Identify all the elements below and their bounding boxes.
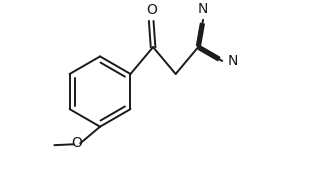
Text: N: N <box>228 54 238 68</box>
Text: O: O <box>71 136 82 150</box>
Text: N: N <box>198 2 208 16</box>
Text: O: O <box>146 4 156 17</box>
